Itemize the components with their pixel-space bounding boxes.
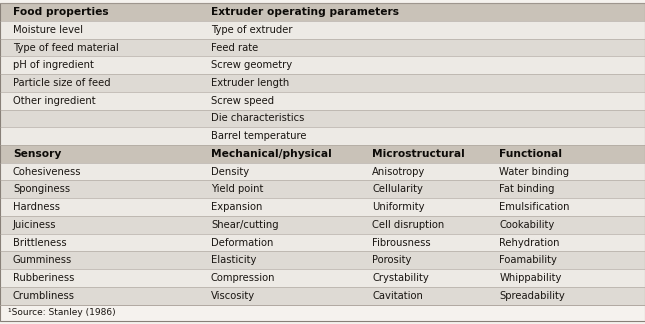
Text: Brittleness: Brittleness xyxy=(13,237,66,248)
Bar xyxy=(0,216,645,234)
Text: Gumminess: Gumminess xyxy=(13,255,72,265)
Text: Screw geometry: Screw geometry xyxy=(211,60,292,70)
Bar xyxy=(0,251,645,269)
Text: Anisotropy: Anisotropy xyxy=(372,167,426,177)
Text: Sensory: Sensory xyxy=(13,149,61,159)
Bar xyxy=(0,92,645,110)
Text: Emulsification: Emulsification xyxy=(499,202,570,212)
Text: Cellularity: Cellularity xyxy=(372,184,423,194)
Bar xyxy=(0,180,645,198)
Bar xyxy=(0,56,645,74)
Text: Porosity: Porosity xyxy=(372,255,412,265)
Text: Particle size of feed: Particle size of feed xyxy=(13,78,110,88)
Text: Extruder operating parameters: Extruder operating parameters xyxy=(211,7,399,17)
Text: Viscosity: Viscosity xyxy=(211,291,255,301)
Bar xyxy=(0,305,645,321)
Text: Crystability: Crystability xyxy=(372,273,429,283)
Text: ¹Source: Stanley (1986): ¹Source: Stanley (1986) xyxy=(8,308,116,317)
Text: Microstructural: Microstructural xyxy=(372,149,465,159)
Text: Water binding: Water binding xyxy=(499,167,570,177)
Text: Fat binding: Fat binding xyxy=(499,184,555,194)
Text: Cookability: Cookability xyxy=(499,220,555,230)
Bar xyxy=(0,21,645,39)
Text: Extruder length: Extruder length xyxy=(211,78,289,88)
Text: Feed rate: Feed rate xyxy=(211,42,258,52)
Text: Functional: Functional xyxy=(499,149,562,159)
Text: Foamability: Foamability xyxy=(499,255,557,265)
Text: Juiciness: Juiciness xyxy=(13,220,56,230)
Text: Spreadability: Spreadability xyxy=(499,291,565,301)
Bar xyxy=(0,110,645,127)
Text: Rubberiness: Rubberiness xyxy=(13,273,74,283)
Text: Cohesiveness: Cohesiveness xyxy=(13,167,81,177)
Text: Shear/cutting: Shear/cutting xyxy=(211,220,279,230)
Text: Type of extruder: Type of extruder xyxy=(211,25,292,35)
Text: Type of feed material: Type of feed material xyxy=(13,42,119,52)
Bar xyxy=(0,145,645,163)
Text: Yield point: Yield point xyxy=(211,184,263,194)
Text: Die characteristics: Die characteristics xyxy=(211,113,304,123)
Text: Cavitation: Cavitation xyxy=(372,291,423,301)
Text: Compression: Compression xyxy=(211,273,275,283)
Text: Fibrousness: Fibrousness xyxy=(372,237,431,248)
Bar xyxy=(0,287,645,305)
Text: Other ingredient: Other ingredient xyxy=(13,96,95,106)
Text: Elasticity: Elasticity xyxy=(211,255,256,265)
Bar xyxy=(0,3,645,21)
Text: Deformation: Deformation xyxy=(211,237,273,248)
Bar xyxy=(0,127,645,145)
Text: Crumbliness: Crumbliness xyxy=(13,291,75,301)
Bar xyxy=(0,198,645,216)
Bar xyxy=(0,234,645,251)
Text: Expansion: Expansion xyxy=(211,202,263,212)
Text: pH of ingredient: pH of ingredient xyxy=(13,60,94,70)
Text: Uniformity: Uniformity xyxy=(372,202,424,212)
Bar xyxy=(0,74,645,92)
Text: Food properties: Food properties xyxy=(13,7,108,17)
Text: Sponginess: Sponginess xyxy=(13,184,70,194)
Bar xyxy=(0,163,645,180)
Text: Cell disruption: Cell disruption xyxy=(372,220,444,230)
Text: Rehydration: Rehydration xyxy=(499,237,560,248)
Bar xyxy=(0,269,645,287)
Text: Barrel temperature: Barrel temperature xyxy=(211,131,306,141)
Text: Screw speed: Screw speed xyxy=(211,96,274,106)
Text: Hardness: Hardness xyxy=(13,202,60,212)
Bar xyxy=(0,39,645,56)
Text: Density: Density xyxy=(211,167,249,177)
Text: Moisture level: Moisture level xyxy=(13,25,83,35)
Text: Whippability: Whippability xyxy=(499,273,562,283)
Text: Mechanical/physical: Mechanical/physical xyxy=(211,149,332,159)
